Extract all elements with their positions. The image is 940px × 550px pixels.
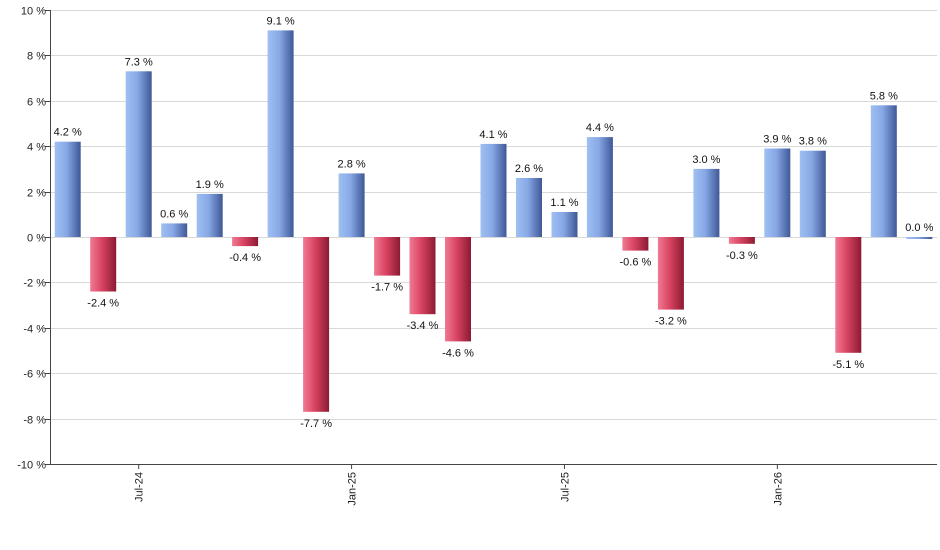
bar	[657, 237, 684, 310]
bar-value-label: 3.9 %	[763, 134, 791, 146]
y-tick-label: -8 %	[23, 415, 46, 427]
bar-value-label: 4.2 %	[54, 127, 82, 139]
bar-value-label: 0.6 %	[160, 208, 188, 220]
bar	[445, 237, 471, 342]
bar	[267, 30, 294, 238]
bar	[799, 150, 826, 237]
bar	[161, 223, 188, 237]
bar	[764, 148, 791, 237]
y-tick-label: -4 %	[23, 324, 46, 336]
x-tick-label: Jan-26	[772, 472, 784, 506]
y-tick-label: 4 %	[27, 142, 46, 154]
bar-value-label: -4.6 %	[442, 347, 474, 359]
bar-value-label: 5.8 %	[870, 90, 898, 102]
bar	[835, 237, 862, 353]
bar	[586, 137, 613, 237]
gridlines	[45, 10, 937, 465]
x-tick-label: Jul-24	[134, 472, 146, 502]
bar-value-label: -5.1 %	[832, 359, 864, 371]
y-tick-label: -10 %	[17, 460, 46, 472]
x-tick-label: Jul-25	[560, 472, 572, 502]
bar-value-label: 4.4 %	[586, 122, 614, 134]
bar-value-label: 2.8 %	[338, 158, 366, 170]
bar-value-label: 0.0 %	[905, 222, 933, 234]
y-tick-label: 2 %	[27, 188, 46, 200]
x-axis-tick-labels: Jul-24 Jan-25 Jul-25 Jan-26	[134, 464, 784, 506]
bar-value-label: -3.2 %	[655, 316, 687, 328]
y-tick-label: -2 %	[23, 278, 46, 290]
bar-value-label: 9.1 %	[267, 15, 295, 27]
bar-value-label: 7.3 %	[125, 56, 153, 68]
bar	[409, 237, 436, 315]
x-tick-label: Jan-25	[347, 472, 359, 506]
bar-value-label: 1.1 %	[550, 197, 578, 209]
bar	[232, 237, 259, 247]
bar	[125, 71, 152, 237]
y-tick-label: 0 %	[27, 233, 46, 245]
bar	[374, 237, 401, 276]
bar	[303, 237, 330, 412]
bar-value-label: -3.4 %	[407, 320, 439, 332]
bar-value-label: -0.3 %	[726, 250, 758, 262]
y-tick-label: 6 %	[27, 97, 46, 109]
bar	[728, 237, 755, 244]
y-tick-label: 8 %	[27, 51, 46, 63]
bar-value-label: 4.1 %	[479, 129, 507, 141]
bar-value-label: -7.7 %	[300, 418, 332, 430]
bar-value-label: 3.8 %	[799, 136, 827, 148]
bar	[90, 237, 117, 292]
bar	[196, 193, 223, 237]
bar	[480, 143, 507, 237]
bar-value-label: 1.9 %	[196, 179, 224, 191]
y-axis-tick-labels: 10 % 8 % 6 % 4 % 2 % 0 % -2 % -4 % -6 % -8 % -10 %	[17, 6, 46, 472]
bar	[870, 105, 897, 237]
bar-value-label: -0.4 %	[229, 252, 261, 264]
bars	[54, 30, 933, 412]
bar	[551, 212, 578, 237]
bar	[693, 168, 720, 237]
bar-value-label: 3.0 %	[692, 154, 720, 166]
bar	[622, 237, 649, 251]
bar-value-label: -2.4 %	[87, 298, 119, 310]
bar-value-label: -0.6 %	[620, 257, 652, 269]
bar	[338, 173, 365, 237]
y-tick-label: -6 %	[23, 369, 46, 381]
data-labels: 4.2 % -2.4 % 7.3 % 0.6 % 1.9 % -0.4 % 9.1 % -7.…	[54, 15, 934, 429]
bar-value-label: 2.6 %	[515, 163, 543, 175]
bar-value-label: -1.7 %	[371, 282, 403, 294]
axes	[50, 10, 937, 465]
bar	[54, 141, 81, 237]
y-tick-label: 10 %	[21, 6, 46, 18]
bar	[516, 178, 542, 237]
bar	[906, 237, 933, 239]
